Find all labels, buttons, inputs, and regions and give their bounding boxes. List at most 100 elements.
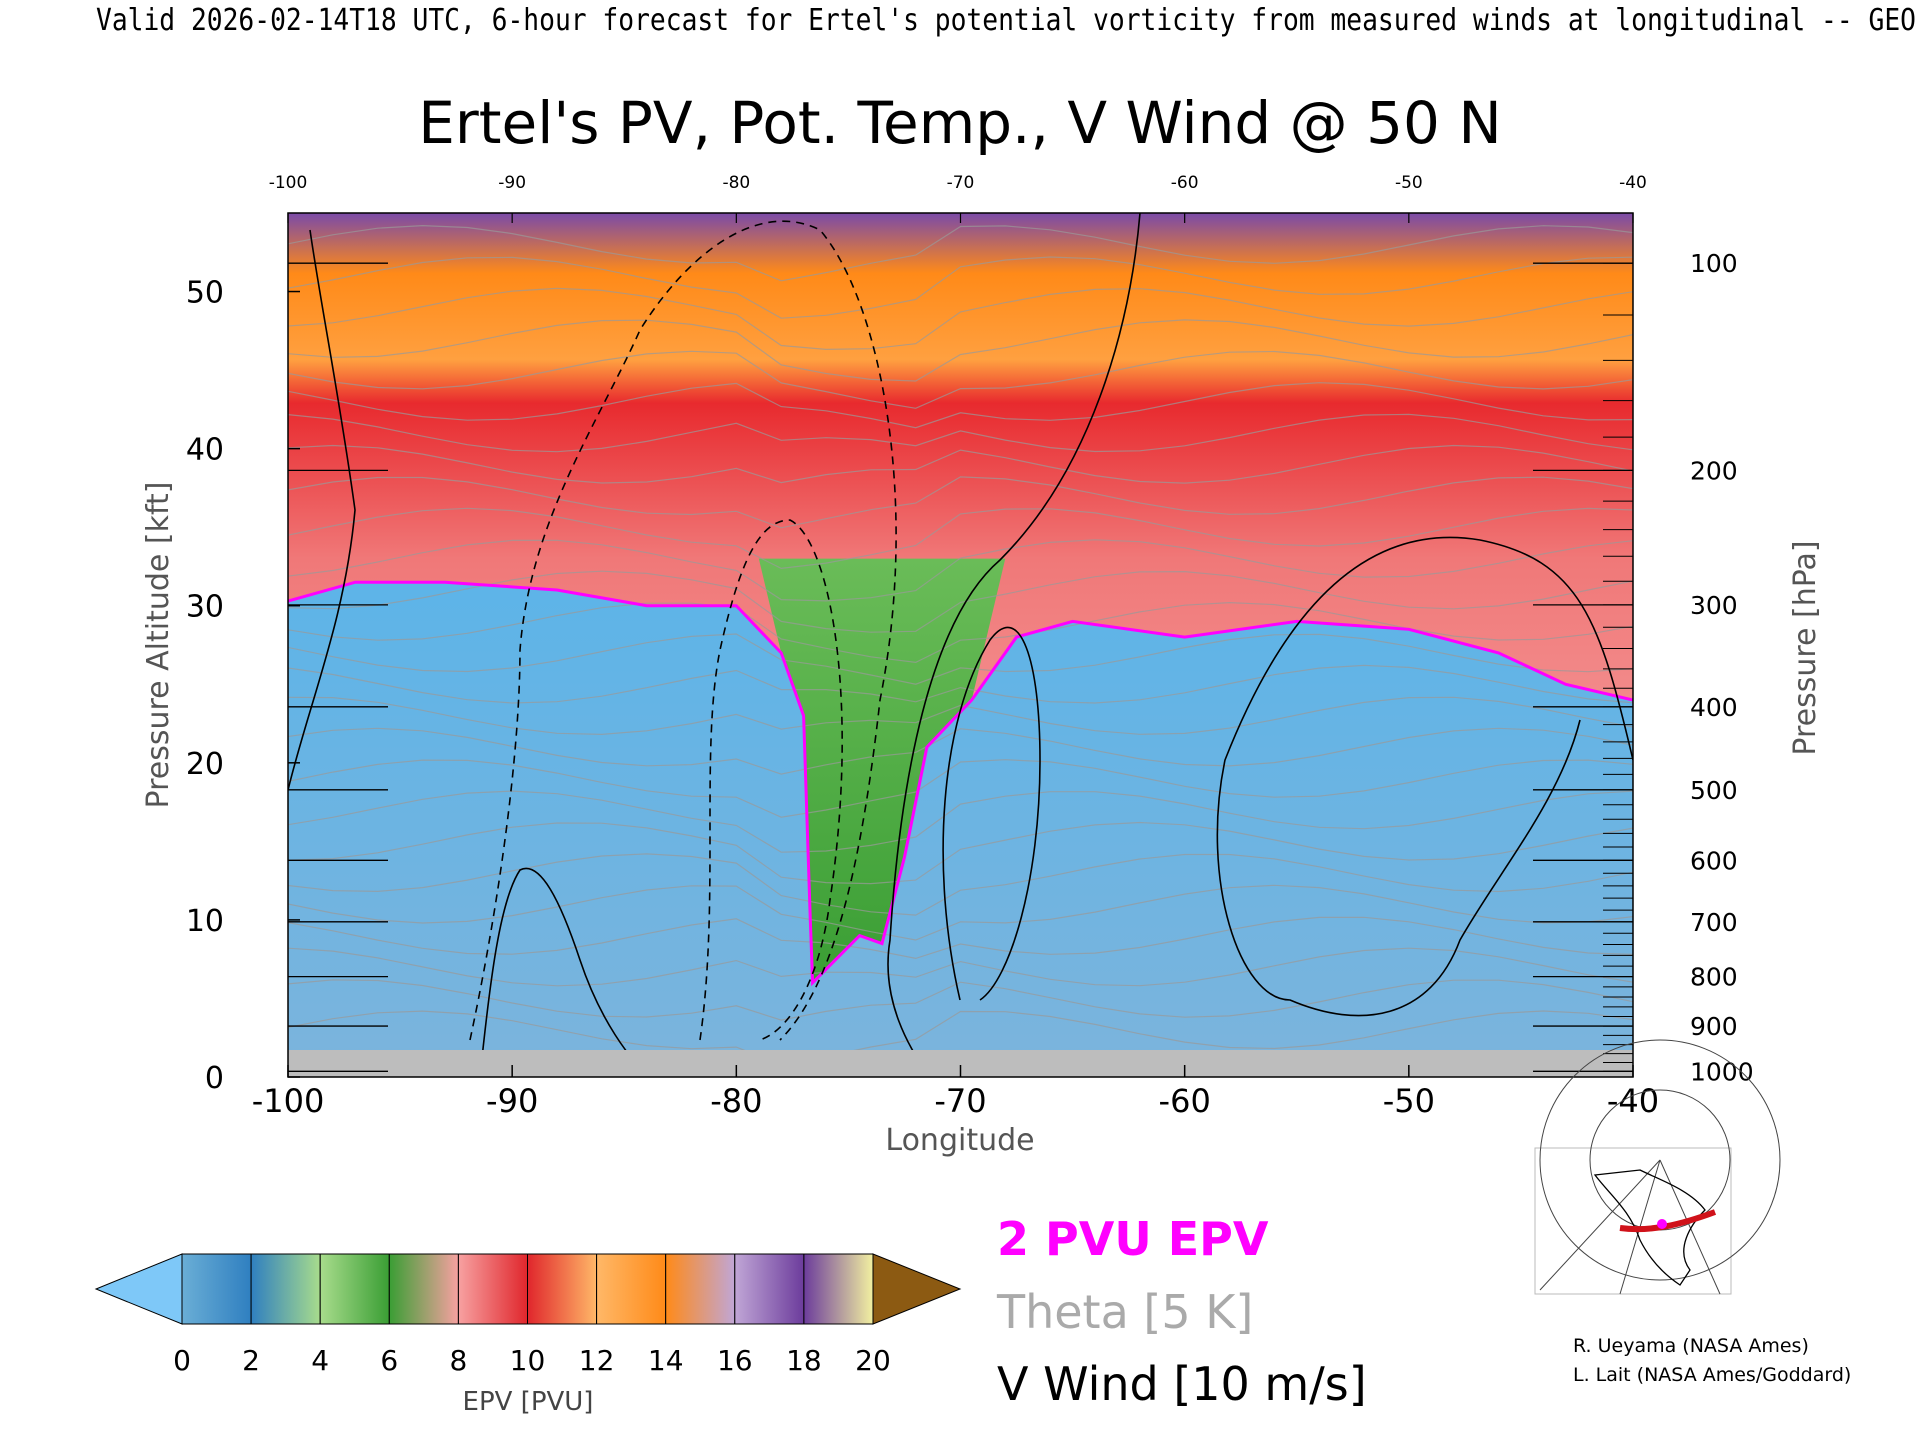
colorbar-under-arrow bbox=[94, 1253, 183, 1325]
x-top-tick-label: -100 bbox=[269, 173, 308, 193]
x-top-tick-label: -90 bbox=[498, 173, 526, 193]
theta-contour-line bbox=[288, 759, 1633, 818]
chart-title: Ertel's PV, Pot. Temp., V Wind @ 50 N bbox=[418, 89, 1501, 157]
theta-contour-line bbox=[288, 633, 1633, 685]
x-axis-bottom: -100 -90 -80 -70 -60 -50 -40 bbox=[252, 1065, 1659, 1120]
theta-contour-line bbox=[288, 444, 1633, 484]
colorbar-tick-label: 14 bbox=[648, 1344, 684, 1377]
x-top-tick-label: -50 bbox=[1395, 173, 1423, 193]
vwind-contour-pos10 bbox=[942, 626, 1041, 1001]
x-axis-label: Longitude bbox=[885, 1123, 1034, 1158]
theta-contour-line bbox=[288, 570, 1633, 633]
theta-contour-line bbox=[288, 696, 1633, 736]
pressure-tick-label: 800 bbox=[1690, 963, 1738, 992]
vwind-contour-zero-southwest bbox=[479, 867, 651, 1077]
theta-contour-line bbox=[288, 947, 1633, 987]
pressure-tick-label: 700 bbox=[1690, 908, 1738, 937]
colorbar-segment bbox=[665, 1253, 736, 1325]
theta-contour-line bbox=[288, 413, 1633, 453]
pressure-tick-label: 100 bbox=[1690, 249, 1738, 278]
pressure-tick-label: 900 bbox=[1690, 1012, 1738, 1041]
theta-contour-line bbox=[288, 1010, 1633, 1066]
vwind-contours bbox=[288, 213, 1633, 1077]
colorbar-label: EPV [PVU] bbox=[463, 1387, 594, 1417]
theta-contour-line bbox=[288, 727, 1633, 775]
colorbar-segment bbox=[596, 1253, 667, 1325]
pressure-tick-label: 1000 bbox=[1690, 1057, 1754, 1086]
colorbar-segment bbox=[388, 1253, 459, 1325]
colorbar-segment bbox=[319, 1253, 390, 1325]
theta-contour-line bbox=[288, 350, 1633, 409]
vwind-contour-zero-west bbox=[288, 229, 356, 791]
theta-contour-line bbox=[288, 884, 1633, 941]
y-axis-label-left: Pressure Altitude [kft] bbox=[141, 482, 176, 809]
colorbar: 0 2 4 6 8 10 12 14 16 18 20 bbox=[94, 1253, 962, 1377]
colorbar-segment bbox=[250, 1253, 321, 1325]
x-tick-label: -100 bbox=[252, 1082, 325, 1120]
theta-contour-line bbox=[288, 476, 1633, 529]
colorbar-segment bbox=[181, 1253, 252, 1325]
theta-contour-line bbox=[288, 853, 1633, 916]
theta-contour-line bbox=[288, 256, 1633, 319]
theta-contour-line bbox=[288, 664, 1633, 704]
colorbar-segment bbox=[803, 1253, 874, 1325]
x-top-tick-label: -70 bbox=[947, 173, 975, 193]
y-tick-label: 30 bbox=[186, 590, 224, 625]
x-axis-top: -100 -90 -80 -70 -60 -50 -40 bbox=[269, 173, 1647, 223]
legend-theta: Theta [5 K] bbox=[996, 1285, 1253, 1339]
colorbar-segment bbox=[457, 1253, 528, 1325]
colorbar-tick-label: 8 bbox=[449, 1344, 467, 1377]
y-tick-label: 50 bbox=[186, 276, 224, 311]
theta-contour-line bbox=[288, 790, 1633, 853]
x-tick-label: -50 bbox=[1383, 1082, 1435, 1120]
y-tick-label: 0 bbox=[205, 1061, 224, 1096]
theta-contours bbox=[288, 224, 1633, 1066]
colorbar-tick-label: 4 bbox=[311, 1344, 329, 1377]
colorbar-segment bbox=[734, 1253, 805, 1325]
vwind-contour-zero-east bbox=[1216, 536, 1633, 1017]
theta-contour-line bbox=[288, 224, 1633, 282]
theta-contour-line bbox=[288, 979, 1633, 1021]
colorbar-tick-label: 16 bbox=[717, 1344, 753, 1377]
y-tick-label: 20 bbox=[186, 747, 224, 782]
legend-vwind: V Wind [10 m/s] bbox=[997, 1357, 1367, 1411]
plot-area bbox=[288, 213, 1633, 1077]
colorbar-tick-label: 10 bbox=[510, 1344, 546, 1377]
theta-contour-line bbox=[288, 382, 1633, 429]
y-tick-label: 10 bbox=[186, 904, 224, 939]
colorbar-tick-label: 18 bbox=[786, 1344, 822, 1377]
theta-contour-line bbox=[288, 916, 1633, 960]
pressure-tick-label: 500 bbox=[1690, 776, 1738, 805]
x-top-tick-label: -80 bbox=[722, 173, 750, 193]
x-top-tick-label: -60 bbox=[1171, 173, 1199, 193]
x-tick-label: -90 bbox=[486, 1082, 538, 1120]
pressure-tick-label: 600 bbox=[1690, 846, 1738, 875]
legend-2pvu: 2 PVU EPV bbox=[997, 1212, 1269, 1266]
colorbar-tick-label: 20 bbox=[855, 1344, 891, 1377]
vwind-contour-neg30-dashed bbox=[699, 519, 843, 1041]
x-tick-label: -60 bbox=[1159, 1082, 1211, 1120]
troposphere-fill bbox=[288, 582, 1633, 1077]
y-axis-label-right: Pressure [hPa] bbox=[1788, 540, 1823, 755]
colorbar-over-arrow bbox=[872, 1253, 962, 1325]
tropopause-2pvu-line bbox=[288, 580, 1633, 987]
x-top-tick-label: -40 bbox=[1619, 173, 1647, 193]
x-tick-label: -40 bbox=[1607, 1082, 1659, 1120]
pressure-tick-label: 400 bbox=[1690, 693, 1738, 722]
credit-line-1: R. Ueyama (NASA Ames) bbox=[1573, 1335, 1809, 1357]
theta-contour-line bbox=[288, 287, 1633, 351]
theta-contour-line bbox=[288, 539, 1633, 602]
pressure-tick-label: 200 bbox=[1690, 456, 1738, 485]
colorbar-tick-label: 0 bbox=[173, 1344, 191, 1377]
colorbar-tick-label: 6 bbox=[380, 1344, 398, 1377]
colorbar-segment bbox=[527, 1253, 598, 1325]
theta-contour-line bbox=[288, 507, 1633, 570]
theta-contour-line bbox=[288, 821, 1633, 885]
colorbar-tick-label: 12 bbox=[579, 1344, 615, 1377]
colorbar-tick-label: 2 bbox=[242, 1344, 260, 1377]
location-map-inset bbox=[1534, 1039, 1781, 1295]
theta-contour-line bbox=[288, 319, 1633, 382]
pressure-tick-label: 300 bbox=[1690, 591, 1738, 620]
